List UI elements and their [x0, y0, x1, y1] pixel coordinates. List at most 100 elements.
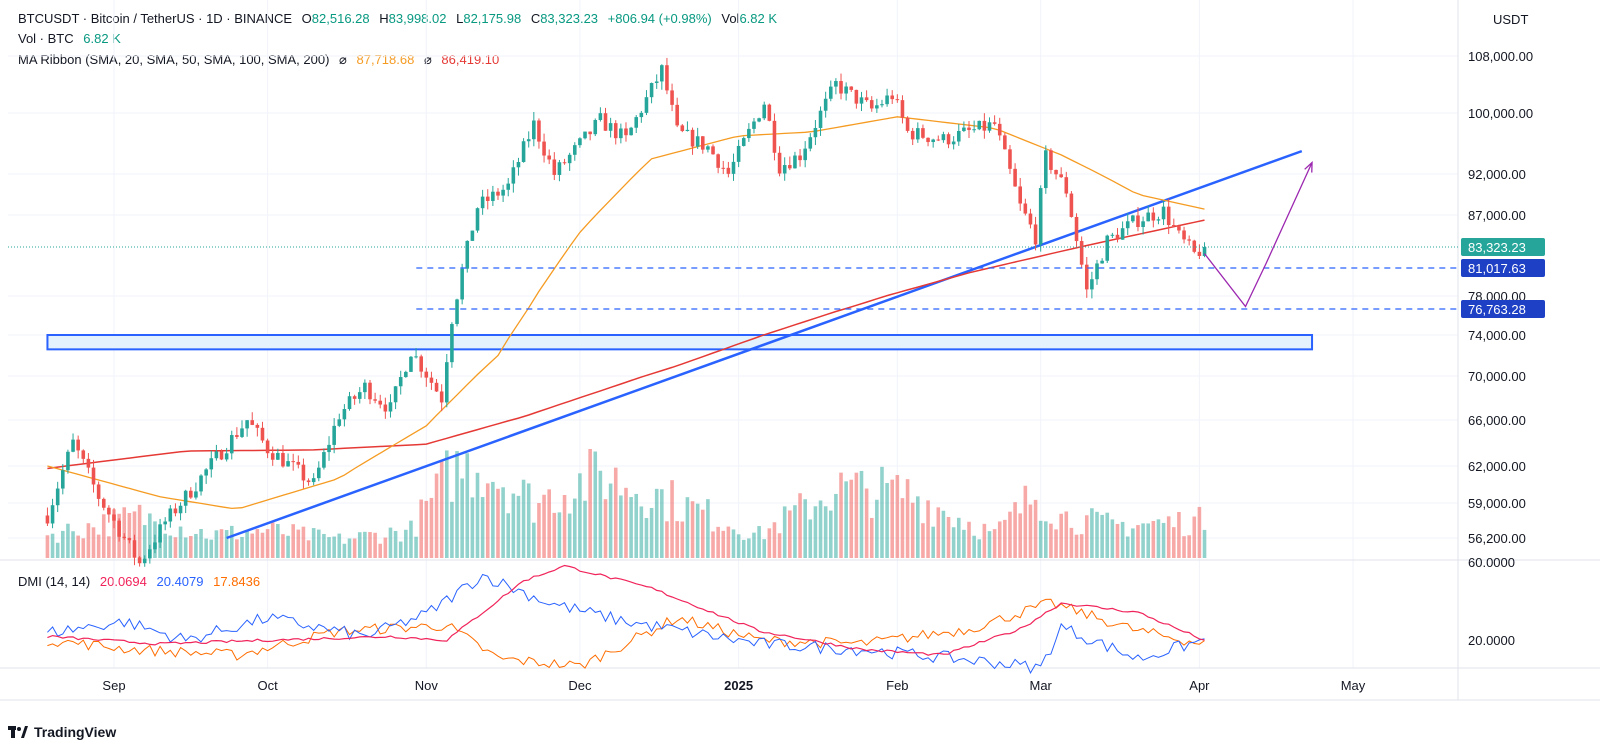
volume-bar — [578, 473, 582, 558]
volume-bar — [757, 526, 761, 558]
volume-bar — [1105, 512, 1110, 558]
volume-bar — [526, 483, 531, 558]
candle-body — [455, 299, 459, 324]
volume-bar — [45, 535, 50, 558]
ma-hidden-icon: ⌀ — [339, 52, 347, 67]
candle-body — [767, 104, 772, 121]
volume-bar — [859, 470, 864, 558]
candle-body — [793, 155, 797, 169]
volume-bar — [706, 499, 710, 558]
volume-bar — [444, 450, 449, 558]
date-tick-label: Feb — [886, 678, 908, 693]
candle-body — [229, 435, 234, 454]
volume-bar — [619, 495, 623, 558]
candle-body — [265, 440, 270, 454]
volume-bar — [747, 538, 751, 558]
candle-body — [419, 356, 423, 372]
level-price-tag-bg — [1461, 299, 1545, 318]
volume-bar — [1187, 535, 1191, 558]
price-axis[interactable]: 108,000.00100,000.0092,000.0087,000.0078… — [1461, 49, 1545, 648]
candle-body — [393, 386, 398, 403]
candle-body — [460, 268, 464, 300]
volume-bar — [823, 506, 828, 558]
current-price-tag-bg — [1461, 237, 1545, 256]
volume-bar — [788, 510, 792, 558]
candle-body — [619, 128, 623, 139]
candle-body — [557, 162, 562, 175]
volume-bar — [675, 521, 679, 558]
candle-body — [71, 439, 75, 452]
candle-body — [1192, 240, 1197, 252]
level-price-tag: 76,763.28 — [1468, 302, 1526, 317]
candle-body — [567, 154, 572, 164]
candle-body — [747, 128, 751, 139]
candle-body — [665, 65, 669, 91]
candle-body — [706, 146, 710, 150]
candle-body — [112, 514, 116, 521]
candle-body — [117, 520, 121, 537]
date-tick-label: 2025 — [724, 678, 753, 693]
candle-body — [496, 191, 500, 196]
volume-bar — [603, 499, 608, 558]
candle-body — [1110, 234, 1115, 236]
candle-body — [552, 159, 557, 175]
tradingview-logo[interactable]: TradingView — [8, 724, 116, 740]
candle-body — [921, 128, 925, 138]
candle-body — [86, 458, 91, 468]
dmi-legend-label: DMI (14, 14) — [18, 574, 91, 589]
date-tick-label: May — [1341, 678, 1366, 693]
open-value: 82,516.28 — [311, 11, 370, 26]
candle-body — [424, 371, 429, 378]
volume-bar — [752, 532, 756, 558]
candle-body — [1013, 168, 1017, 187]
volume-bar — [634, 493, 639, 558]
volume-bar — [142, 525, 147, 558]
volume-bar — [101, 514, 106, 558]
volume-bar — [91, 527, 96, 558]
candle-body — [987, 122, 992, 131]
candle-body — [148, 549, 152, 559]
candle-body — [1156, 219, 1161, 221]
candle-body — [1141, 221, 1145, 227]
volume-bar — [465, 453, 470, 558]
volume-bar — [81, 538, 86, 558]
candle-body — [880, 104, 884, 106]
currency-label[interactable]: USDT — [1493, 12, 1529, 27]
candle-body — [864, 97, 869, 101]
candle-body — [439, 391, 444, 403]
candle-body — [1136, 215, 1140, 227]
candle-body — [844, 86, 848, 94]
volume-bar — [885, 483, 889, 558]
volume-bar — [450, 501, 454, 558]
candle-body — [158, 524, 162, 543]
candle-body — [818, 110, 823, 128]
plus-di-value: 20.4079 — [156, 574, 204, 589]
candle-body — [306, 480, 311, 483]
candle-body — [700, 136, 705, 150]
candle-body — [839, 81, 843, 94]
candle-body — [639, 112, 644, 118]
volume-bar — [721, 530, 726, 558]
candle-body — [301, 464, 306, 481]
volume-bar — [670, 480, 674, 558]
volume-bar — [1074, 534, 1079, 558]
current-price-tag: 83,323.23 — [1468, 240, 1526, 255]
candle-body — [834, 81, 838, 87]
volume-bar — [946, 516, 951, 558]
candle-body — [388, 402, 393, 412]
candle-body — [926, 137, 930, 143]
open-group: O82,516.28 — [302, 11, 370, 26]
candle-body — [532, 120, 536, 140]
candle-body — [1018, 186, 1023, 204]
candle-body — [977, 120, 982, 130]
candle-body — [342, 409, 347, 420]
volume-bar — [654, 488, 659, 558]
candle-body — [900, 100, 905, 118]
candle-body — [501, 189, 505, 196]
candle-body — [613, 123, 618, 139]
time-axis[interactable]: Sep Oct Nov Dec 2025 Feb Mar Apr May — [102, 678, 1365, 693]
volume-bar — [199, 529, 203, 558]
candle-body — [50, 505, 55, 524]
change-value: +806.94 (+0.98%) — [607, 11, 712, 26]
